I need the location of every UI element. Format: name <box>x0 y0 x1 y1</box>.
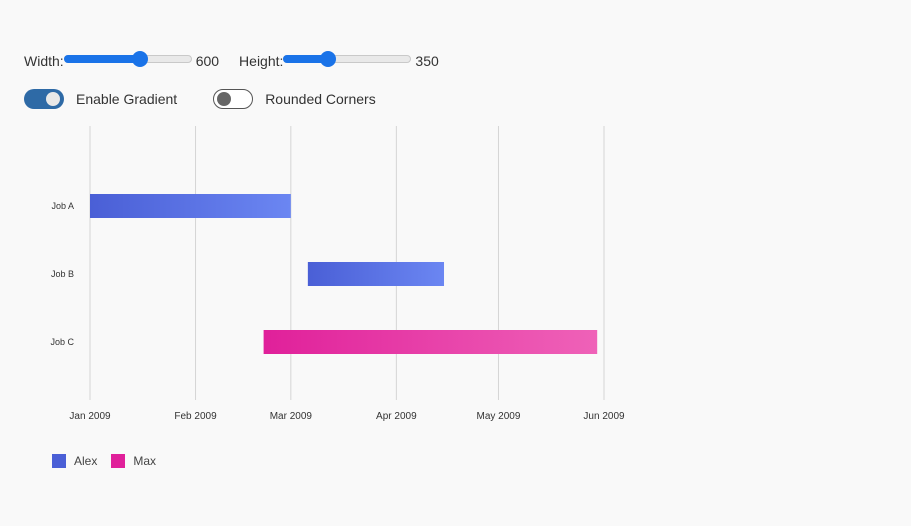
rounded-toggle-label: Rounded Corners <box>265 91 376 107</box>
gradient-toggle[interactable] <box>24 89 64 109</box>
x-tick-label: Feb 2009 <box>174 411 217 422</box>
x-tick-label: Apr 2009 <box>376 411 417 422</box>
x-axis-labels: Jan 2009 Feb 2009 Mar 2009 Apr 2009 May 2009… <box>69 411 625 422</box>
height-label: Height: <box>239 53 284 69</box>
task-bar <box>263 330 598 354</box>
legend-swatch <box>52 454 66 468</box>
y-category-label: Job C <box>50 337 74 347</box>
width-slider[interactable] <box>63 50 192 72</box>
height-slider[interactable] <box>283 50 412 72</box>
task-bars <box>90 194 598 354</box>
y-category-label: Job A <box>51 201 74 211</box>
rounded-toggle[interactable] <box>213 89 254 109</box>
x-tick-label: May 2009 <box>477 411 521 422</box>
gradient-toggle-knob <box>46 92 60 106</box>
height-slider-thumb[interactable] <box>320 51 337 67</box>
y-axis-labels: Job A Job B Job C <box>50 201 74 347</box>
width-value: 600 <box>195 53 220 69</box>
y-category-label: Job B <box>51 269 74 279</box>
gradient-toggle-label: Enable Gradient <box>76 91 178 107</box>
task-bar <box>90 194 291 218</box>
x-tick-label: Jan 2009 <box>69 411 111 422</box>
legend: Alex Max <box>52 454 170 468</box>
legend-label: Alex <box>74 454 98 468</box>
width-label: Width: <box>24 53 64 69</box>
width-slider-thumb[interactable] <box>132 51 149 67</box>
x-tick-label: Jun 2009 <box>583 411 625 422</box>
task-bar <box>307 262 445 286</box>
rounded-toggle-knob <box>217 92 232 106</box>
width-slider-fill <box>63 55 141 63</box>
size-controls: Width: 600 Height: 350 <box>24 50 459 72</box>
legend-label: Max <box>133 454 157 468</box>
height-slider-fill <box>283 55 329 63</box>
legend-item: Max <box>111 454 156 468</box>
style-controls: Enable Gradient Rounded Corners <box>24 88 412 110</box>
x-tick-label: Mar 2009 <box>270 411 313 422</box>
height-value: 350 <box>415 53 439 69</box>
legend-swatch <box>111 454 126 468</box>
legend-item: Alex <box>52 454 97 468</box>
